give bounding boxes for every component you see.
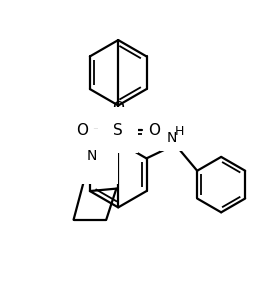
Text: H: H (175, 125, 184, 138)
Text: O: O (148, 123, 160, 138)
Text: O: O (76, 123, 88, 138)
Text: S: S (113, 123, 123, 138)
Text: N: N (87, 149, 97, 163)
Text: O: O (112, 101, 124, 116)
Text: N: N (167, 131, 177, 145)
